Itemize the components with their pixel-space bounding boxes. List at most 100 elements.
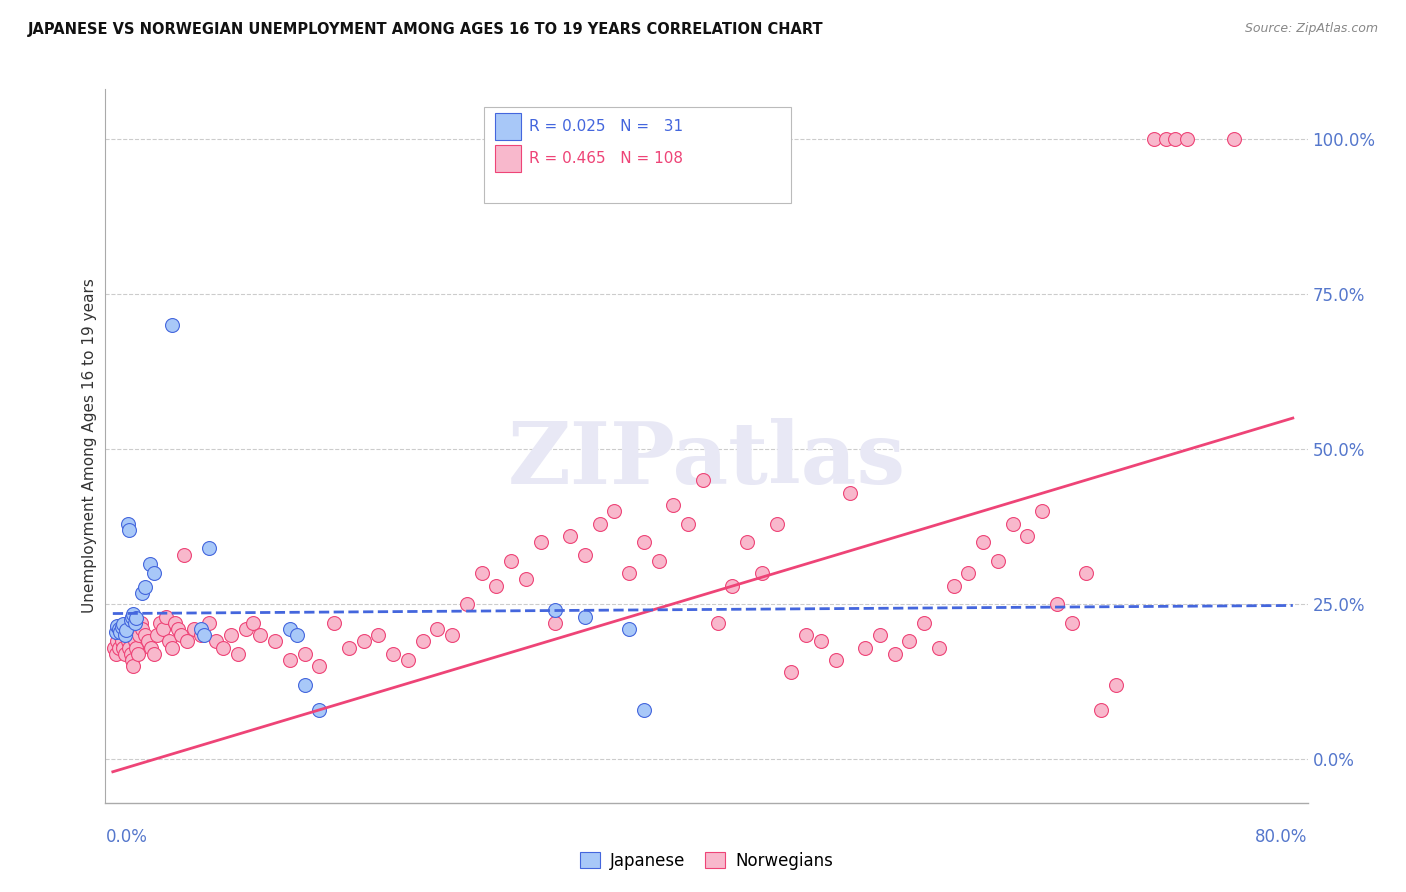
Point [115,624,138,638]
Point [558,529,581,543]
Y-axis label: Unemployment Among Ages 16 to 19 years: Unemployment Among Ages 16 to 19 years [82,278,97,614]
Point [190,622,212,636]
Point [1001,516,1024,531]
Point [426,622,449,636]
Point [1076,566,1098,581]
Point [824,653,846,667]
Point [633,703,655,717]
Point [117,516,139,531]
Point [898,634,921,648]
Point [105,634,128,648]
Point [765,516,787,531]
Point [112,640,135,655]
Point [143,647,166,661]
Point [111,620,134,634]
Point [118,640,141,655]
Point [242,615,264,630]
Point [121,653,143,667]
Text: R = 0.025   N =   31: R = 0.025 N = 31 [529,120,683,134]
Point [143,566,166,581]
Point [544,603,567,617]
Point [160,318,183,332]
Point [617,622,640,636]
Point [928,640,950,655]
Point [353,634,375,648]
Point [278,622,301,636]
Point [127,647,149,661]
Point [129,615,152,630]
Point [249,628,271,642]
Point [112,617,135,632]
Point [104,625,127,640]
Point [794,628,817,642]
Point [122,659,145,673]
Point [529,535,551,549]
Point [367,628,389,642]
Point [173,548,195,562]
Text: R = 0.465   N = 108: R = 0.465 N = 108 [529,152,683,166]
Point [197,541,219,556]
Point [485,579,508,593]
Point [115,628,138,642]
Point [1031,504,1053,518]
Point [170,628,193,642]
Point [134,628,156,642]
Point [114,647,136,661]
Point [869,628,891,642]
Point [676,516,699,531]
Point [647,554,669,568]
Point [1223,132,1246,146]
Point [515,573,537,587]
Legend: Japanese, Norwegians: Japanese, Norwegians [574,846,839,877]
Point [136,634,159,648]
Point [1017,529,1039,543]
Point [118,523,141,537]
Point [396,653,419,667]
Point [810,634,832,648]
Point [122,607,145,621]
Point [197,615,219,630]
Point [942,579,965,593]
Point [853,640,876,655]
Point [157,634,180,648]
Point [1060,615,1083,630]
Point [706,615,728,630]
Point [574,609,596,624]
Point [544,615,567,630]
Point [105,619,128,633]
Point [152,622,174,636]
Point [103,640,125,655]
Point [212,640,235,655]
Point [141,640,163,655]
Point [125,611,148,625]
Point [121,609,143,624]
Point [176,634,198,648]
Point [662,498,685,512]
Point [412,634,434,648]
Point [972,535,994,549]
Text: Source: ZipAtlas.com: Source: ZipAtlas.com [1244,22,1378,36]
Point [131,622,153,636]
Point [226,647,249,661]
Point [120,647,142,661]
Point [285,628,308,642]
Point [1143,132,1166,146]
Point [588,516,610,531]
Point [735,535,758,549]
Point [1046,597,1069,611]
Point [278,653,301,667]
Point [780,665,803,680]
Point [125,640,148,655]
Point [114,628,136,642]
Point [183,622,205,636]
Point [138,557,160,571]
Point [124,634,146,648]
Point [633,535,655,549]
Text: 80.0%: 80.0% [1256,828,1308,846]
Point [205,634,228,648]
Point [294,647,316,661]
Point [323,615,346,630]
Text: ZIPatlas: ZIPatlas [508,418,905,502]
Point [120,613,142,627]
Point [108,625,131,640]
